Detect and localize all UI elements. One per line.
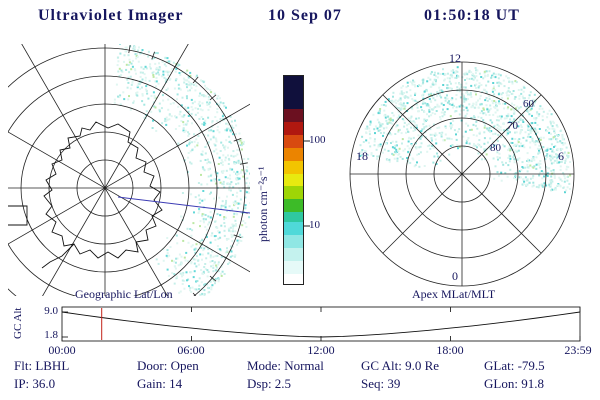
page-title: Ultraviolet Imager [38, 7, 184, 24]
xtick-1200: 12:00 [307, 343, 335, 357]
colorbar [283, 75, 304, 285]
apex-plot [349, 61, 575, 287]
left-plot-caption: Geographic Lat/Lon [75, 287, 173, 301]
header-time: 01:50:18 UT [424, 7, 520, 24]
right-plot-caption: Apex MLat/MLT [412, 287, 496, 301]
apex-grid [349, 61, 575, 287]
status-seq: Seq: 39 [361, 376, 401, 391]
status-glat: GLat: -79.5 [484, 358, 545, 373]
geographic-grid [8, 44, 250, 296]
uv-emission-left [113, 44, 250, 296]
colorbar-units-label: photon cm⁻²s⁻¹ [256, 166, 270, 242]
strip-tick-marks [61, 307, 581, 341]
ytick-9: 9.0 [44, 305, 58, 317]
xtick-0000: 00:00 [48, 343, 76, 357]
gc-alt-curve [61, 311, 581, 338]
status-ip: IP: 36.0 [14, 376, 56, 391]
status-flt: Flt: LBHL [14, 358, 70, 373]
xtick-2359: 23:59 [564, 343, 592, 357]
geographic-plot [8, 44, 250, 296]
gc-alt-axis-label: GC Alt [12, 307, 24, 339]
xtick-0600: 06:00 [177, 343, 205, 357]
xtick-1800: 18:00 [436, 343, 464, 357]
antarctica-coastline [43, 121, 163, 259]
header-date: 10 Sep 07 [268, 7, 342, 24]
colorbar-tick-marks [304, 140, 310, 227]
colorbar-tick-10: 10 [309, 219, 320, 231]
strip-frame [61, 306, 581, 342]
antarctic-peninsula-coastline [41, 243, 75, 269]
gc-alt-strip [61, 306, 581, 342]
colorbar-tick-100: 100 [309, 134, 326, 146]
mlat-label-60: 60 [523, 98, 534, 110]
coastline-islet [8, 205, 28, 226]
mlt-label-6: 6 [558, 149, 564, 163]
mlat-label-70: 70 [507, 120, 518, 132]
mlt-label-0: 0 [452, 269, 458, 283]
status-gain: Gain: 14 [137, 376, 183, 391]
status-glon: GLon: 91.8 [484, 376, 544, 391]
status-gcalt: GC Alt: 9.0 Re [361, 358, 440, 373]
mlat-label-80: 80 [490, 142, 501, 154]
status-door: Door: Open [137, 358, 199, 373]
orbit-track [117, 196, 250, 214]
mlt-label-18: 18 [356, 149, 368, 163]
status-dsp: Dsp: 2.5 [247, 376, 292, 391]
latitude-tick-marks [128, 45, 250, 296]
status-mode: Mode: Normal [247, 358, 324, 373]
ytick-1-8: 1.8 [44, 329, 58, 341]
mlt-label-12: 12 [449, 51, 461, 65]
